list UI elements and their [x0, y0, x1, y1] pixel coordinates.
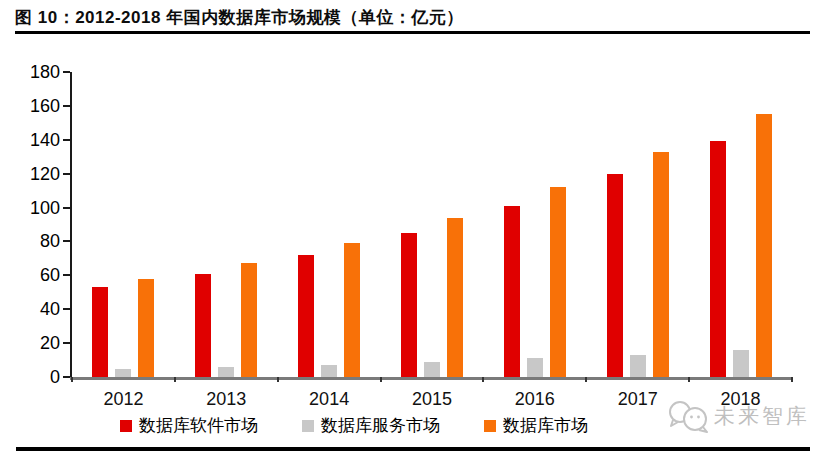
title-underline [15, 31, 810, 34]
y-axis-tick [63, 376, 70, 378]
y-axis-tick-label: 40 [12, 299, 60, 319]
y-axis-tick [63, 139, 70, 141]
bar-2016-series2 [550, 187, 566, 377]
y-axis-tick-label: 60 [12, 265, 60, 285]
x-axis-label: 2015 [390, 389, 474, 410]
x-axis-label: 2014 [287, 389, 371, 410]
bar-2016-series1 [527, 358, 543, 377]
report-figure-page: 图 10：2012-2018 年国内数据库市场规模（单位：亿元） 0204060… [0, 0, 824, 452]
y-axis-tick [63, 240, 70, 242]
y-axis-tick-label: 180 [12, 62, 60, 82]
bar-2013-series1 [218, 367, 234, 377]
legend-swatch-icon [120, 420, 132, 432]
bar-2017-series2 [653, 152, 669, 377]
y-axis-tick [63, 274, 70, 276]
x-axis-label: 2017 [596, 389, 680, 410]
x-axis-tick [482, 377, 484, 382]
bar-chart-plot-area: 0204060801001201401601802012201320142015… [70, 72, 792, 377]
legend-item-1: 数据库服务市场 [302, 414, 440, 437]
bar-2017-series0 [607, 174, 623, 377]
y-axis-tick [63, 105, 70, 107]
y-axis-tick-label: 100 [12, 198, 60, 218]
legend-swatch-icon [302, 420, 314, 432]
bar-2014-series2 [344, 243, 360, 377]
bar-2013-series2 [241, 263, 257, 377]
x-axis-label: 2018 [699, 389, 783, 410]
bar-2014-series1 [321, 365, 337, 377]
bar-2012-series1 [115, 369, 131, 377]
bar-2016-series0 [504, 206, 520, 377]
x-axis-line [70, 377, 792, 380]
bar-2012-series2 [138, 279, 154, 377]
legend-label: 数据库市场 [503, 414, 588, 437]
x-axis-tick [585, 377, 587, 382]
y-axis-tick [63, 173, 70, 175]
y-axis-tick-label: 160 [12, 96, 60, 116]
x-axis-tick [174, 377, 176, 382]
x-axis-tick [380, 377, 382, 382]
y-axis-tick-label: 120 [12, 164, 60, 184]
y-axis-tick [63, 207, 70, 209]
bottom-divider [16, 447, 810, 451]
y-axis-tick-label: 140 [12, 130, 60, 150]
x-axis-tick [277, 377, 279, 382]
y-axis-tick-label: 20 [12, 333, 60, 353]
figure-title: 图 10：2012-2018 年国内数据库市场规模（单位：亿元） [15, 6, 464, 29]
legend-label: 数据库服务市场 [321, 414, 440, 437]
legend-label: 数据库软件市场 [139, 414, 258, 437]
bar-2015-series2 [447, 218, 463, 377]
legend-item-0: 数据库软件市场 [120, 414, 258, 437]
y-axis-tick-label: 80 [12, 231, 60, 251]
legend-item-2: 数据库市场 [484, 414, 588, 437]
y-axis-tick [63, 308, 70, 310]
bar-2014-series0 [298, 255, 314, 377]
chart-legend: 数据库软件市场 数据库服务市场 数据库市场 [120, 414, 588, 437]
x-axis-tick [791, 377, 793, 382]
bar-2018-series0 [710, 141, 726, 377]
x-axis-label: 2012 [81, 389, 165, 410]
bar-2018-series2 [756, 114, 772, 377]
x-axis-tick [71, 377, 73, 382]
x-axis-label: 2013 [184, 389, 268, 410]
x-axis-label: 2016 [493, 389, 577, 410]
y-axis-tick [63, 71, 70, 73]
bar-2018-series1 [733, 350, 749, 377]
bar-2017-series1 [630, 355, 646, 377]
bar-2012-series0 [92, 287, 108, 377]
bar-2015-series0 [401, 233, 417, 377]
bar-2015-series1 [424, 362, 440, 377]
y-axis-tick [63, 342, 70, 344]
y-axis-tick-label: 0 [12, 367, 60, 387]
legend-swatch-icon [484, 420, 496, 432]
bar-2013-series0 [195, 274, 211, 377]
x-axis-tick [688, 377, 690, 382]
